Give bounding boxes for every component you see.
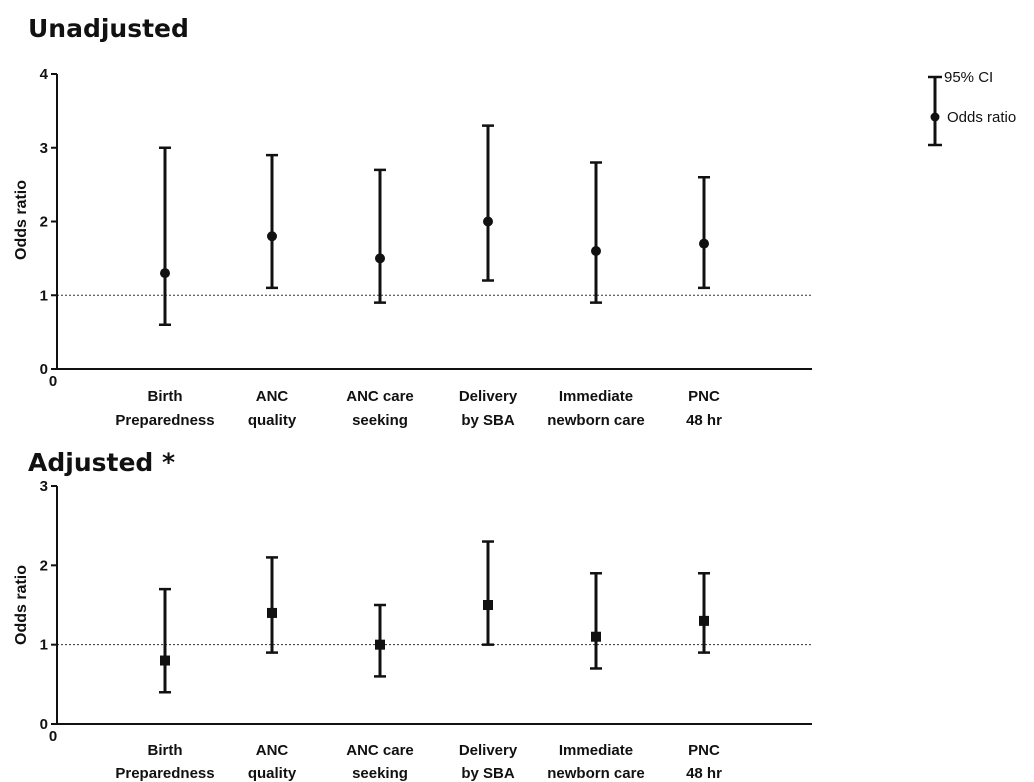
x-origin-tick-label: 0 bbox=[49, 373, 57, 390]
unadjusted-panel-title: Unadjusted bbox=[28, 14, 189, 43]
y-tick-label: 1 bbox=[40, 287, 48, 304]
legend: 95% CI Odds ratio bbox=[928, 69, 1016, 147]
category-label: 48 hr bbox=[686, 412, 722, 429]
y-tick-label: 0 bbox=[40, 716, 48, 733]
y-tick-label: 4 bbox=[40, 66, 49, 83]
odds-ratio-point bbox=[160, 268, 170, 279]
unadjusted-panel: Unadjusted Odds ratio 00 1 2 3 4 Birth Prepare… bbox=[13, 14, 812, 429]
legend-odds-ratio-label: Odds ratio bbox=[947, 109, 1016, 126]
category-label: PNC bbox=[688, 388, 720, 405]
category-label: Immediate bbox=[559, 388, 633, 405]
category-label: Preparedness bbox=[115, 765, 214, 782]
odds-ratio-point bbox=[375, 253, 385, 264]
category-label: PNC bbox=[688, 742, 720, 759]
category-label: seeking bbox=[352, 412, 408, 429]
category-label: Delivery bbox=[459, 742, 518, 759]
odds-ratio-point bbox=[483, 216, 493, 227]
y-tick-label: 3 bbox=[40, 478, 48, 495]
y-tick-label: 1 bbox=[40, 637, 48, 654]
odds-ratio-point bbox=[699, 615, 709, 626]
odds-ratio-point bbox=[591, 631, 601, 642]
category-label: 48 hr bbox=[686, 765, 722, 782]
unadjusted-plot-area: 00 1 2 3 4 Birth Preparedness ANC quality ANC car… bbox=[40, 66, 812, 429]
category-label: Preparedness bbox=[115, 412, 214, 429]
x-origin-tick-label: 0 bbox=[49, 728, 57, 745]
y-tick-label: 0 bbox=[40, 361, 48, 378]
category-label: quality bbox=[248, 765, 297, 782]
category-label: Birth bbox=[148, 388, 183, 405]
odds-ratio-point bbox=[267, 231, 277, 242]
odds-ratio-point bbox=[267, 607, 277, 618]
y-tick-label: 3 bbox=[40, 140, 48, 157]
legend-odds-ratio-marker bbox=[930, 112, 940, 122]
y-tick-label: 2 bbox=[40, 214, 48, 231]
category-label: quality bbox=[248, 412, 297, 429]
category-label: ANC bbox=[256, 388, 289, 405]
category-label: Birth bbox=[148, 742, 183, 759]
adjusted-y-axis-title: Odds ratio bbox=[13, 565, 30, 645]
category-label: by SBA bbox=[461, 765, 515, 782]
odds-ratio-point bbox=[375, 639, 385, 650]
odds-ratio-point bbox=[160, 655, 170, 666]
adjusted-panel: Adjusted * Odds ratio 00 1 2 3 Birth Prepared… bbox=[13, 448, 812, 782]
y-tick-label: 2 bbox=[40, 557, 48, 574]
category-label: seeking bbox=[352, 765, 408, 782]
category-label: ANC bbox=[256, 742, 289, 759]
category-label: newborn care bbox=[547, 765, 645, 782]
odds-ratio-point bbox=[483, 600, 493, 610]
odds-ratio-point bbox=[591, 246, 601, 256]
category-label: ANC care bbox=[346, 742, 414, 759]
odds-ratio-point bbox=[699, 238, 709, 249]
category-label: by SBA bbox=[461, 412, 515, 429]
adjusted-panel-title: Adjusted * bbox=[28, 448, 175, 477]
category-label: Immediate bbox=[559, 742, 633, 759]
category-label: Delivery bbox=[459, 388, 518, 405]
legend-ci-label: 95% CI bbox=[944, 69, 993, 86]
category-label: ANC care bbox=[346, 388, 414, 405]
unadjusted-y-axis-title: Odds ratio bbox=[13, 180, 30, 260]
category-label: newborn care bbox=[547, 412, 645, 429]
adjusted-plot-area: 00 1 2 3 Birth Preparedness ANC quality ANC care… bbox=[40, 478, 812, 782]
